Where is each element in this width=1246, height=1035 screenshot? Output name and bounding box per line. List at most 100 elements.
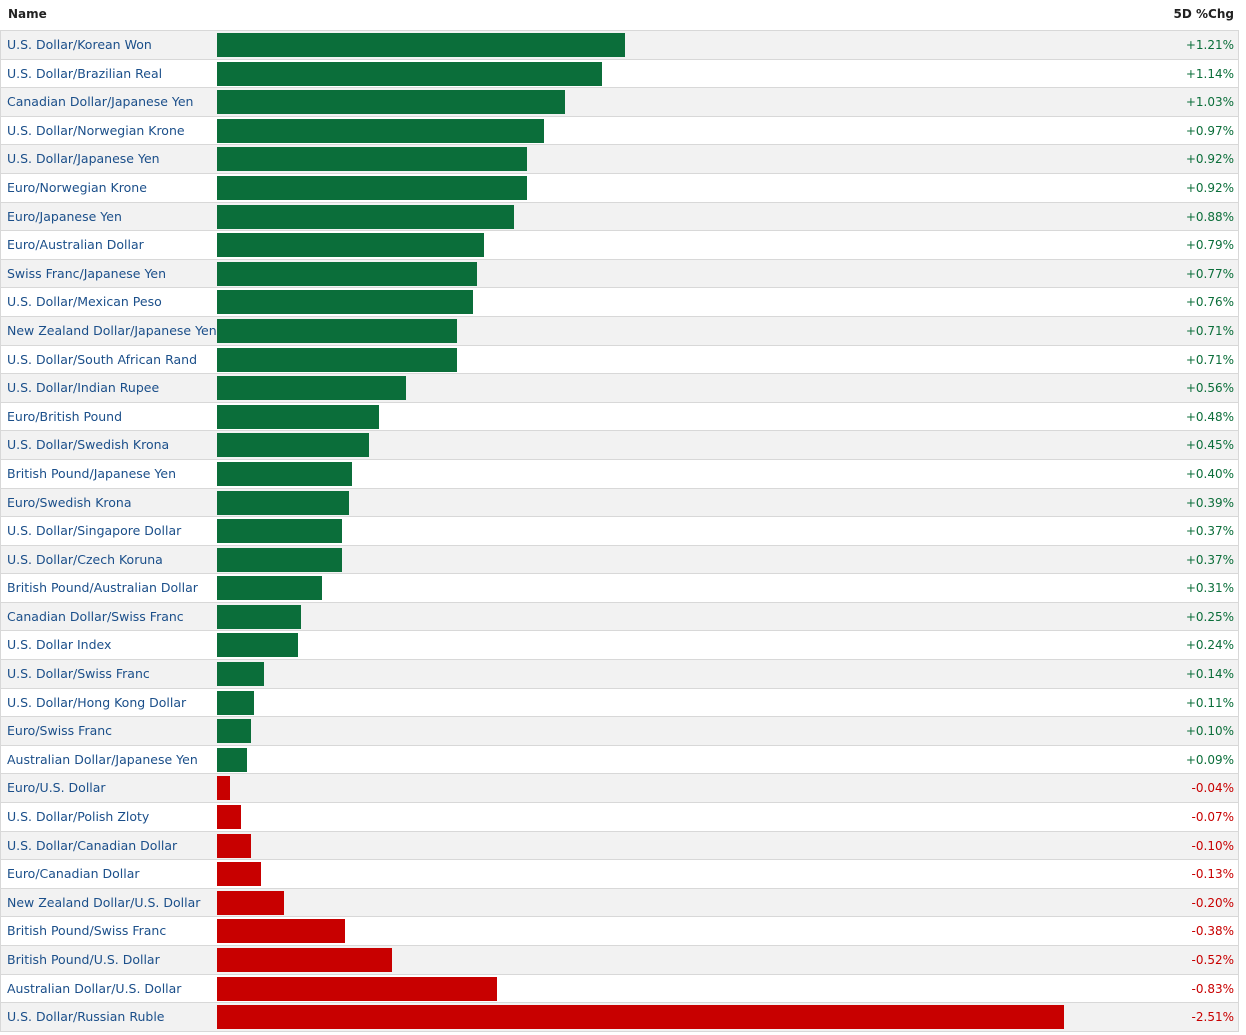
instrument-name-link[interactable]: U.S. Dollar/Swiss Franc [7, 666, 150, 682]
change-value: -0.04% [1191, 781, 1234, 796]
instrument-name-link[interactable]: Euro/British Pound [7, 408, 123, 424]
change-value: -0.20% [1191, 895, 1234, 910]
change-value: +1.21% [1185, 38, 1234, 52]
instrument-name-link[interactable]: Australian Dollar/Japanese Yen [7, 751, 198, 767]
table-row: Canadian Dollar/Swiss Franc +0.25% [0, 602, 1239, 632]
instrument-name-link[interactable]: U.S. Dollar/Norwegian Krone [7, 122, 185, 138]
instrument-name-link[interactable]: Euro/Swedish Krona [7, 494, 132, 510]
change-bar [217, 204, 514, 229]
table-row: British Pound/U.S. Dollar -0.52% [0, 946, 1239, 975]
change-value: +0.71% [1185, 323, 1234, 338]
instrument-name-link[interactable]: U.S. Dollar/Russian Ruble [7, 1009, 165, 1025]
change-value: -0.13% [1191, 867, 1234, 882]
instrument-name-link[interactable]: U.S. Dollar/Singapore Dollar [7, 523, 182, 539]
table-row: U.S. Dollar/Canadian Dollar -0.10% [0, 831, 1239, 861]
table-row: U.S. Dollar/Mexican Peso +0.76% [0, 288, 1239, 317]
instrument-name-link[interactable]: U.S. Dollar/South African Rand [7, 351, 198, 367]
instrument-name-link[interactable]: Canadian Dollar/Japanese Yen [7, 94, 194, 110]
change-value: -0.07% [1191, 810, 1234, 825]
instrument-name-link[interactable]: British Pound/Australian Dollar [7, 580, 198, 596]
change-value: +1.14% [1185, 66, 1234, 81]
instrument-name-link[interactable]: Euro/Australian Dollar [7, 237, 144, 253]
table-row: U.S. Dollar/Brazilian Real +1.14% [0, 59, 1239, 89]
instrument-name-link[interactable]: U.S. Dollar/Polish Zloty [7, 809, 150, 825]
instrument-name-link[interactable]: U.S. Dollar/Czech Koruna [7, 551, 163, 567]
change-value: +0.56% [1185, 381, 1234, 396]
instrument-name-link[interactable]: Swiss Franc/Japanese Yen [7, 265, 167, 281]
instrument-name-link[interactable]: U.S. Dollar/Mexican Peso [7, 294, 162, 310]
name-column-header[interactable]: Name [8, 7, 47, 21]
table-row: Canadian Dollar/Japanese Yen +1.03% [0, 88, 1239, 117]
table-row: U.S. Dollar Index +0.24% [0, 631, 1239, 661]
change-bar [217, 347, 457, 372]
change-value: +0.92% [1185, 180, 1234, 195]
table-row: Australian Dollar/Japanese Yen +0.09% [0, 745, 1239, 775]
change-bar [217, 118, 544, 143]
change-bar [217, 719, 251, 744]
instrument-name-link[interactable]: U.S. Dollar/Canadian Dollar [7, 837, 178, 853]
change-value: -0.83% [1191, 981, 1234, 996]
instrument-name-link[interactable]: British Pound/U.S. Dollar [7, 952, 160, 967]
instrument-name-link[interactable]: U.S. Dollar/Swedish Krona [7, 437, 170, 453]
instrument-name-link[interactable]: U.S. Dollar/Korean Won [7, 37, 152, 52]
change-bar [217, 1005, 1064, 1030]
instrument-name-link[interactable]: Australian Dollar/U.S. Dollar [7, 980, 182, 996]
instrument-name-link[interactable]: Euro/Japanese Yen [7, 208, 122, 224]
change-bar [217, 461, 352, 486]
table-row: New Zealand Dollar/U.S. Dollar -0.20% [0, 888, 1239, 918]
instrument-name-link[interactable]: Euro/Norwegian Krone [7, 179, 147, 195]
change-bar [217, 576, 322, 601]
instrument-name-link[interactable]: U.S. Dollar/Brazilian Real [7, 65, 163, 81]
change-value: +0.71% [1185, 352, 1234, 367]
change-bar [217, 805, 241, 830]
change-value: +0.11% [1185, 695, 1234, 710]
change-value: +0.31% [1185, 581, 1234, 596]
change-value: +0.24% [1185, 638, 1234, 653]
table-row: U.S. Dollar/Swedish Krona +0.45% [0, 431, 1239, 460]
table-border-left [0, 30, 1, 1031]
table-row: U.S. Dollar/Japanese Yen +0.92% [0, 145, 1239, 174]
instrument-name-link[interactable]: U.S. Dollar Index [7, 637, 112, 653]
change-value: -2.51% [1191, 1010, 1234, 1025]
change-bar [217, 90, 565, 115]
table-row: U.S. Dollar/Indian Rupee +0.56% [0, 374, 1239, 403]
change-column-header[interactable]: 5D %Chg [1173, 7, 1234, 21]
change-bar [217, 976, 497, 1001]
instrument-name-link[interactable]: U.S. Dollar/Japanese Yen [7, 151, 160, 167]
change-value: +0.48% [1185, 409, 1234, 424]
table-row: Euro/Norwegian Krone +0.92% [0, 173, 1239, 203]
table-header: Name 5D %Chg [0, 0, 1239, 31]
change-value: +1.03% [1185, 95, 1234, 110]
table-row: Euro/Swedish Krona +0.39% [0, 488, 1239, 518]
instrument-name-link[interactable]: Euro/Swiss Franc [7, 723, 113, 739]
instrument-name-link[interactable]: Canadian Dollar/Swiss Franc [7, 608, 184, 624]
instrument-name-link[interactable]: British Pound/Japanese Yen [7, 465, 177, 481]
change-value: +0.45% [1185, 438, 1234, 453]
table-row: U.S. Dollar/South African Rand +0.71% [0, 345, 1239, 375]
table-row: U.S. Dollar/Swiss Franc +0.14% [0, 660, 1239, 689]
instrument-name-link[interactable]: U.S. Dollar/Hong Kong Dollar [7, 694, 187, 710]
change-value: +0.79% [1185, 238, 1234, 253]
change-value: +0.40% [1185, 466, 1234, 481]
instrument-name-link[interactable]: New Zealand Dollar/Japanese Yen [7, 322, 217, 338]
change-value: +0.88% [1185, 209, 1234, 224]
change-value: -0.52% [1191, 953, 1234, 967]
change-bar [217, 318, 457, 343]
change-value: +0.37% [1185, 552, 1234, 567]
instrument-name-link[interactable]: British Pound/Swiss Franc [7, 923, 167, 939]
change-bar [217, 776, 230, 801]
change-bar [217, 376, 406, 401]
instrument-name-link[interactable]: U.S. Dollar/Indian Rupee [7, 380, 160, 396]
table-border-right [1238, 30, 1239, 1031]
instrument-name-link[interactable]: Euro/U.S. Dollar [7, 780, 106, 796]
change-bar [217, 290, 473, 315]
change-value: +0.39% [1185, 495, 1234, 510]
table-row: U.S. Dollar/Polish Zloty -0.07% [0, 803, 1239, 832]
table-body: U.S. Dollar/Korean Won +1.21% U.S. Dollar/… [0, 31, 1239, 1032]
instrument-name-link[interactable]: New Zealand Dollar/U.S. Dollar [7, 894, 201, 910]
instrument-name-link[interactable]: Euro/Canadian Dollar [7, 866, 140, 882]
change-value: +0.97% [1185, 123, 1234, 138]
table-row: U.S. Dollar/Russian Ruble -2.51% [0, 1003, 1239, 1032]
table-row: Euro/British Pound +0.48% [0, 402, 1239, 432]
